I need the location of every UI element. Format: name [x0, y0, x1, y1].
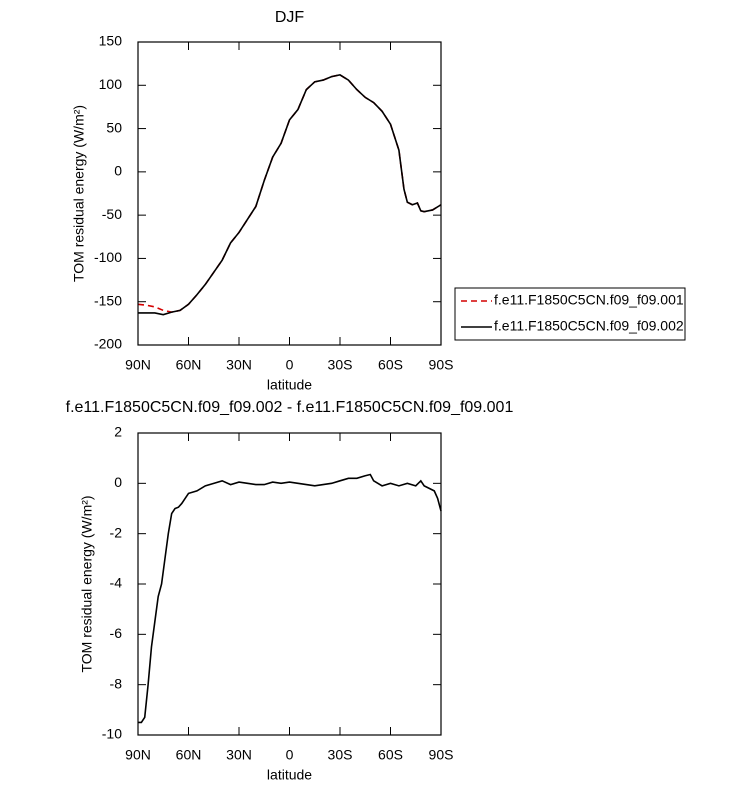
data-line: [138, 74, 442, 316]
x-tick-label: 90S: [429, 747, 454, 763]
plot-frame: [137, 41, 442, 346]
x-axis-label: latitude: [267, 767, 312, 783]
y-tick-label: 2: [114, 424, 122, 440]
x-tick-label: 60N: [176, 357, 202, 373]
y-tick-label: -8: [110, 675, 123, 691]
legend-label: f.e11.F1850C5CN.f09_f09.002: [494, 318, 684, 334]
y-tick-label: -50: [102, 206, 122, 222]
plot-frame: [137, 432, 442, 736]
y-tick-label: -200: [94, 336, 122, 352]
y-tick-label: 0: [114, 474, 122, 490]
legend-label: f.e11.F1850C5CN.f09_f09.001: [494, 292, 684, 308]
y-tick-label: -6: [110, 625, 123, 641]
x-tick-label: 60S: [378, 357, 403, 373]
y-tick-label: -4: [110, 575, 123, 591]
x-tick-label: 30N: [226, 747, 252, 763]
chart-title: f.e11.F1850C5CN.f09_f09.002 - f.e11.F185…: [66, 399, 514, 416]
x-tick-label: 0: [286, 747, 294, 763]
legend-box: [454, 287, 686, 341]
y-tick-label: 50: [106, 119, 122, 135]
y-tick-label: -100: [94, 249, 122, 265]
y-tick-label: 0: [114, 163, 122, 179]
x-axis-label: latitude: [267, 377, 312, 393]
x-tick-label: 30N: [226, 357, 252, 373]
y-tick-label: -150: [94, 292, 122, 308]
y-axis-label: TOM residual energy (W/m²): [71, 105, 87, 282]
x-tick-label: 90N: [125, 747, 151, 763]
x-tick-label: 90S: [429, 357, 454, 373]
data-line: [137, 74, 442, 313]
x-tick-label: 0: [286, 357, 294, 373]
x-tick-label: 30S: [328, 747, 353, 763]
x-tick-label: 90N: [125, 357, 151, 373]
y-tick-label: 100: [99, 76, 123, 92]
y-tick-label: 150: [99, 33, 123, 49]
x-tick-label: 60S: [378, 747, 403, 763]
y-axis-label: TOM residual energy (W/m²): [79, 495, 95, 672]
y-tick-label: -10: [102, 726, 122, 742]
data-line: [138, 473, 442, 724]
chart-title: DJF: [275, 9, 305, 26]
x-tick-label: 30S: [328, 357, 353, 373]
x-tick-label: 60N: [176, 747, 202, 763]
y-tick-label: -2: [110, 524, 123, 540]
